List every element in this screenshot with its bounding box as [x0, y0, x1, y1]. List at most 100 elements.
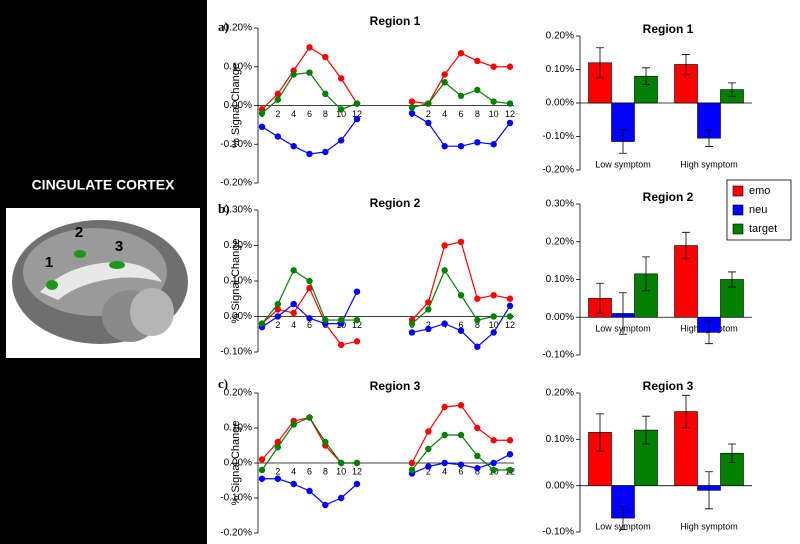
data-point [258, 456, 266, 463]
error-bar [642, 415, 650, 445]
data-point [474, 465, 481, 472]
data-point [474, 316, 481, 324]
legend-label: emo [749, 185, 770, 197]
data-point [353, 115, 361, 123]
data-point [306, 315, 313, 322]
data-point [258, 320, 266, 327]
error-bar [619, 292, 627, 335]
data-point [337, 137, 345, 144]
data-point [506, 119, 514, 127]
legend-label: neu [749, 204, 767, 216]
error-bar [596, 413, 604, 452]
x-tick-label: 2 [275, 109, 280, 119]
data-point [353, 459, 361, 467]
y-tick-label: 0.10% [546, 274, 574, 285]
legend: emo neu target [726, 179, 792, 241]
x-tick-label: 10 [336, 109, 346, 119]
data-point [457, 92, 465, 100]
x-category-label: Low symptom [595, 159, 651, 169]
data-point [506, 302, 514, 310]
x-tick-label: 10 [489, 320, 499, 330]
data-point [457, 327, 465, 334]
data-point [506, 466, 514, 474]
chart-title: Region 2 [370, 196, 421, 210]
x-tick-label: 6 [307, 320, 312, 330]
data-point [290, 267, 297, 274]
y-tick-label: 0.10% [224, 423, 252, 434]
data-point [322, 316, 329, 324]
error-bar [728, 271, 736, 288]
x-tick-label: 4 [442, 109, 447, 119]
x-tick-label: 6 [458, 466, 463, 476]
y-axis-label: % Signal Change [230, 238, 242, 323]
data-point [290, 309, 297, 317]
panel-label: b) [218, 201, 230, 216]
y-tick-label: -0.20% [220, 528, 252, 539]
x-tick-label: 2 [426, 466, 431, 476]
data-point [337, 75, 345, 82]
data-point [506, 63, 514, 70]
y-tick-label: -0.10% [220, 493, 252, 504]
x-tick-label: 12 [505, 109, 515, 119]
data-point [490, 437, 497, 444]
data-point [274, 438, 282, 446]
panel-label: c) [218, 376, 228, 391]
data-point [474, 452, 481, 460]
data-point [322, 90, 329, 98]
data-point [353, 480, 361, 488]
chart-title: Region 1 [370, 14, 421, 28]
data-point [290, 71, 297, 78]
y-axis-label: % Signal Change [230, 63, 242, 148]
data-point [457, 142, 465, 150]
x-category-label: High symptom [680, 521, 738, 531]
data-point [457, 49, 465, 57]
error-bar [728, 82, 736, 97]
x-tick-label: 4 [442, 466, 447, 476]
legend-swatch [732, 204, 744, 216]
data-point [506, 437, 514, 444]
chart-title: Region 2 [643, 190, 694, 204]
data-point [490, 98, 497, 105]
x-tick-label: 2 [426, 109, 431, 119]
error-bar [596, 47, 604, 79]
data-point [306, 414, 313, 421]
error-bar [682, 231, 690, 260]
y-tick-label: 0.00% [546, 480, 574, 491]
y-tick-label: 0.20% [546, 31, 574, 42]
data-point [441, 459, 448, 467]
data-point [408, 110, 416, 117]
x-tick-label: 4 [291, 466, 296, 476]
data-point [425, 299, 432, 306]
data-point [290, 480, 297, 488]
data-point [353, 316, 361, 324]
y-tick-label: 0.10% [546, 434, 574, 445]
x-tick-label: 12 [352, 466, 362, 476]
data-point [408, 320, 416, 327]
x-tick-label: 12 [505, 320, 515, 330]
data-point [425, 119, 432, 127]
data-point [474, 86, 481, 94]
y-tick-label: 0.30% [546, 199, 574, 210]
y-tick-label: 0.10% [224, 276, 252, 287]
data-point [274, 313, 282, 320]
error-bar [682, 54, 690, 75]
y-tick-label: 0.00% [224, 458, 252, 469]
x-tick-label: 8 [323, 466, 328, 476]
data-point [490, 313, 497, 320]
x-tick-label: 6 [458, 320, 463, 330]
y-tick-label: 0.10% [546, 64, 574, 75]
data-point [408, 329, 416, 336]
data-point [306, 277, 313, 285]
data-point [490, 292, 497, 299]
region-label: 3 [115, 238, 123, 255]
y-tick-label: -0.10% [220, 347, 252, 358]
data-point [322, 501, 329, 509]
data-point [258, 123, 266, 131]
data-point [425, 445, 432, 453]
x-tick-label: 12 [352, 109, 362, 119]
data-point [474, 343, 481, 350]
data-point [353, 288, 361, 295]
data-point [274, 90, 282, 98]
data-point [408, 104, 416, 111]
